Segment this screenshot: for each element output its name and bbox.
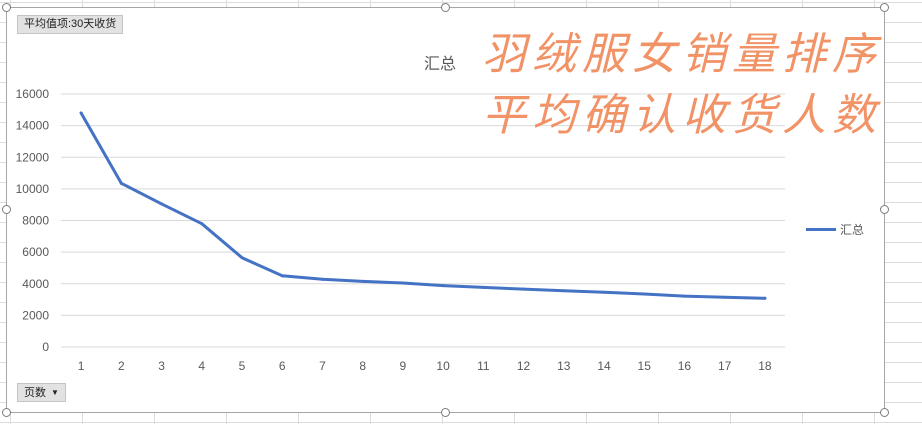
resize-handle-left[interactable] [2,205,11,214]
data-point [119,181,123,185]
x-tick-label: 18 [758,359,772,373]
y-tick-label: 6000 [22,245,49,259]
x-tick-label: 2 [118,359,125,373]
x-tick-label: 3 [158,359,165,373]
legend: 汇总 [806,221,864,237]
y-tick-label: 10000 [16,182,50,196]
data-point [642,292,646,296]
series-layer [79,111,767,300]
x-axis-ticks: 1 2 3 4 5 6 7 8 9 10 11 12 13 14 15 16 17 18 [78,359,772,373]
x-tick-label: 11 [477,359,490,373]
data-point [763,296,767,300]
y-tick-label: 2000 [22,308,49,322]
handwritten-annotation-line2: 平均确认收货人数 [482,90,882,141]
chart-title: 汇总 [424,54,457,73]
x-tick-label: 5 [239,359,246,373]
y-tick-label: 0 [42,340,49,354]
axis-field-button[interactable]: 页数 ▼ [17,383,66,402]
x-tick-label: 16 [678,359,692,373]
axis-field-label: 页数 [24,387,46,399]
legend-swatch [806,227,836,231]
x-tick-label: 10 [436,359,450,373]
data-point [320,277,324,281]
handwritten-annotation-line1: 羽绒服女销量排序 [482,29,882,80]
x-tick-label: 15 [638,359,652,373]
x-tick-label: 4 [198,359,205,373]
x-tick-label: 9 [400,359,407,373]
y-tick-label: 4000 [22,277,49,291]
resize-handle-bottom-left[interactable] [2,408,11,417]
x-tick-label: 8 [359,359,366,373]
x-tick-label: 17 [718,359,732,373]
y-tick-label: 12000 [16,150,50,164]
data-point [602,290,606,294]
x-tick-label: 6 [279,359,286,373]
data-point [160,202,164,206]
resize-handle-bottom[interactable] [441,408,450,417]
data-point [481,285,485,289]
resize-handle-top-right[interactable] [880,3,889,12]
legend-label: 汇总 [840,222,865,237]
data-point [682,294,686,298]
data-point [562,289,566,293]
chart-area[interactable] [6,7,885,413]
y-tick-label: 8000 [22,214,49,228]
resize-handle-right[interactable] [880,205,889,214]
y-tick-label: 16000 [16,87,50,101]
series-line-0[interactable] [79,111,767,300]
data-point [401,281,405,285]
data-point [280,274,284,278]
resize-handle-top[interactable] [441,3,450,12]
value-field-button[interactable]: 平均值项:30天收货 [17,15,124,34]
resize-handle-top-left[interactable] [2,3,11,12]
data-point [723,295,727,299]
data-point [200,222,204,226]
value-field-label: 平均值项:30天收货 [24,18,117,30]
dropdown-arrow-icon[interactable]: ▼ [51,388,59,397]
data-point [79,111,83,115]
y-tick-label: 14000 [16,119,50,133]
data-point [361,279,365,283]
y-axis-ticks: 0 2000 4000 6000 8000 10000 12000 14000 16000 [16,87,50,354]
data-point [522,287,526,291]
data-point [240,256,244,260]
x-tick-label: 14 [597,359,611,373]
data-point [441,284,445,288]
x-tick-label: 7 [319,359,326,373]
x-tick-label: 12 [517,359,531,373]
x-tick-label: 13 [557,359,571,373]
x-tick-label: 1 [78,359,85,373]
resize-handle-bottom-right[interactable] [880,408,889,417]
